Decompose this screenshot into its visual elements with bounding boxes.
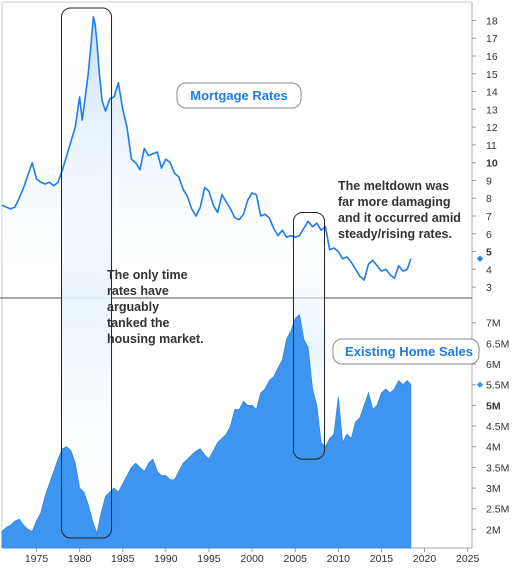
sales-tick-label: 4.5M [486,421,509,433]
rate-tick-label: 13 [486,104,498,116]
mortgage-rate-area [2,16,411,297]
x-tick-label: 2005 [284,553,308,564]
rate-tick-label: 6 [486,229,492,241]
mortgage-rates-legend-box [176,82,302,109]
mortgage-rate-line [1,16,412,281]
sales-tick-label: 3M [486,483,501,495]
rate-tick-label: 17 [486,33,498,45]
rate-tick-label: 5 [486,247,492,259]
left-note-line-4: tanked the [107,316,170,330]
home-sales-legend: Existing Home Sales [332,338,480,365]
x-axis-ticks-group: 1975 1980 1985 1990 1995 2000 2005 2010 2015 2020… [25,548,480,565]
x-tick-label: 1975 [25,553,49,564]
rate-tick-label: 14 [486,87,498,99]
x-tick-label: 2015 [370,553,394,564]
mortgage-rate-end-marker [476,255,484,262]
left-note-line-3: arguably [107,300,159,314]
x-tick-label: 1990 [154,553,178,564]
right-note-line-3: and it occurred amid [338,211,461,225]
rate-tick-label: 11 [486,140,497,152]
x-tick-label: 1985 [111,553,135,564]
rate-tick-label: 7 [486,211,492,223]
rate-tick-label: 15 [486,69,498,81]
x-tick-label: 2010 [327,553,351,564]
x-tick-label: 1980 [68,553,92,564]
sales-tick-label: 5M [486,400,501,412]
rate-tick-label: 18 [486,15,498,27]
right-note-line-1: The meltdown was [338,179,449,193]
highlight-box [61,7,113,539]
sales-tick-label: 2.5M [486,504,509,516]
sales-axis-ticks-group: 2M 2.5M 3M 3.5M 4M 4.5M 5M 5.5M 6M 6.5M 7M [472,318,509,536]
home-sales-legend-box [332,338,480,365]
sales-tick-label: 6.5M [486,338,509,350]
right-annotation: The meltdown was far more damaging and i… [338,179,461,241]
right-note-line-2: far more damaging [338,195,451,209]
rate-tick-label: 8 [486,193,492,205]
left-note-line-2: rates have [107,284,169,298]
rate-tick-label: 10 [486,158,498,170]
mortgage-rate-area-group [2,16,411,297]
mortgage-rate-line-group [1,16,412,281]
rate-tick-label: 16 [486,51,498,63]
sales-tick-label: 4M [486,442,501,454]
left-note-line-1: The only time [107,268,188,282]
sales-tick-label: 2M [486,524,501,536]
sales-tick-label: 3.5M [486,462,509,474]
home-sales-end-marker [476,381,484,388]
sales-tick-label: 6M [486,359,501,371]
rate-tick-label: 3 [486,282,492,294]
right-note-line-4: steady/rising rates. [338,227,452,241]
left-note-line-5: housing market. [107,332,204,346]
highlight-border-group [61,7,326,539]
mortgage-rates-legend-label: Mortgage Rates [190,88,288,103]
x-tick-label: 2025 [456,553,480,564]
rate-tick-label: 9 [486,175,492,187]
x-tick-label: 2020 [413,553,437,564]
end-markers-group [476,255,484,388]
rate-tick-label: 12 [486,122,498,134]
left-annotation: The only time rates have arguably tanked… [107,268,204,346]
home-sales-area-group [1,313,412,549]
rate-axis-ticks-group: 3 4 5 6 7 8 9 10 11 12 13 14 15 16 17 18 [472,15,498,294]
x-tick-label: 1995 [197,553,221,564]
rate-tick-label: 4 [486,264,492,276]
sales-tick-label: 7M [486,318,501,330]
mortgage-rates-legend: Mortgage Rates [176,82,302,109]
highlight-box [292,211,326,460]
home-sales-area [1,313,412,549]
sales-tick-label: 5.5M [486,380,509,392]
x-tick-label: 2000 [240,553,264,564]
home-sales-legend-label: Existing Home Sales [345,344,473,359]
